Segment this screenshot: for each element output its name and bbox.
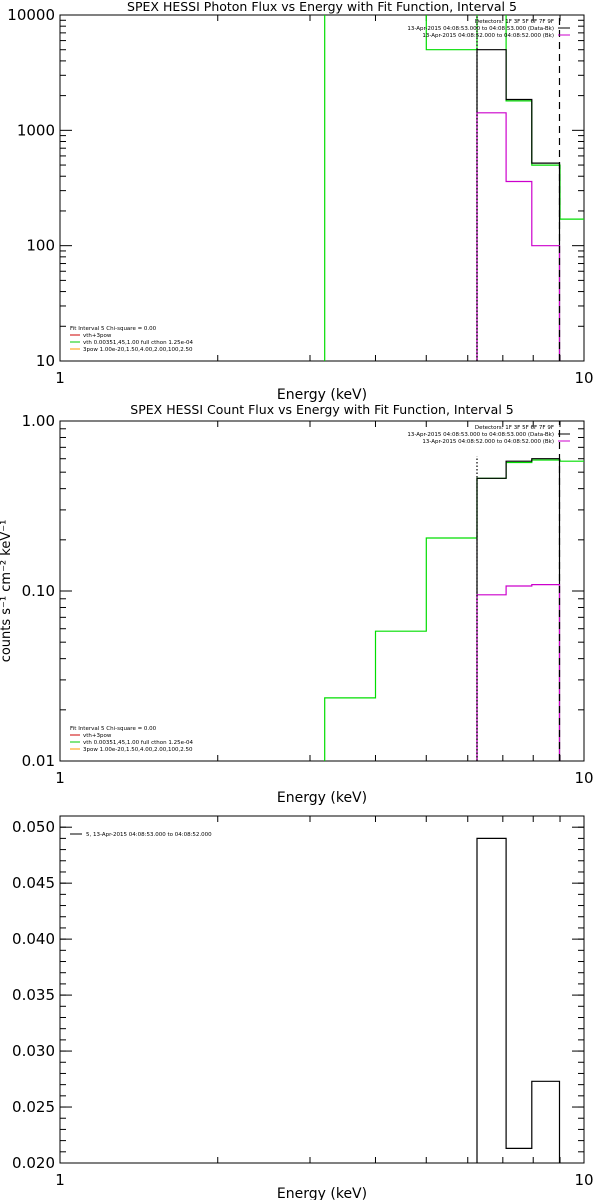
legend-entry: vth+3pow — [83, 733, 112, 739]
x-tick-label: 10 — [574, 369, 593, 387]
y-tick-label: 10 — [36, 352, 55, 370]
x-tick-label: 1 — [55, 369, 65, 387]
legend-entry: Fit Interval 5 Chi-square = 0.00 — [70, 726, 157, 732]
legend-entry: 13-Apr-2015 04:08:52.000 to 04:08:52.000… — [422, 33, 554, 39]
chart-title: SPEX HESSI Count Flux vs Energy with Fit… — [130, 402, 513, 417]
series-line-1 — [476, 837, 561, 1163]
y-tick-label: 0.10 — [22, 582, 55, 600]
y-tick-label: 0.035 — [12, 986, 55, 1004]
y-tick-label: 1.00 — [22, 412, 55, 430]
legend-entry: 5, 13-Apr-2015 04:08:53.000 to 04:08:52.… — [86, 832, 212, 838]
x-tick-label: 1 — [55, 1171, 65, 1189]
plot-frame — [59, 420, 585, 762]
legend-entry: vth 0.00351,45,1.00 full cthon 1.25e-04 — [83, 340, 193, 346]
series-group — [476, 837, 561, 1163]
y-tick-label: 0.01 — [22, 752, 55, 770]
legend-entry: vth+3pow — [83, 333, 112, 339]
legend-entry: 13-Apr-2015 04:08:53.000 to 04:08:53.000… — [407, 26, 554, 32]
series-line-1 — [324, 459, 584, 761]
series-group — [324, 15, 584, 361]
y-tick-label: 0.045 — [12, 874, 55, 892]
legend-entry: vth 0.00351,45,1.00 full cthon 1.25e-04 — [83, 740, 193, 746]
x-axis-label: Energy (keV) — [277, 387, 367, 403]
y-tick-label: 0.050 — [12, 818, 55, 836]
series-line-2 — [425, 15, 478, 51]
series-line-2 — [476, 458, 561, 761]
y-tick-label: 0.030 — [12, 1042, 55, 1060]
series-line-3 — [505, 15, 584, 220]
y-axis-label: counts s⁻¹ cm⁻² keV⁻¹ — [0, 520, 14, 663]
plot-frame — [59, 815, 585, 1164]
legend-entry: 13-Apr-2015 04:08:53.000 to 04:08:53.000… — [407, 432, 554, 438]
legend-entry: Fit Interval 5 Chi-square = 0.00 — [70, 326, 157, 332]
series-group — [324, 421, 584, 761]
plot-frame — [59, 14, 585, 362]
chart-title: SPEX HESSI Photon Flux vs Energy with Fi… — [127, 0, 517, 14]
series-line-3 — [476, 583, 561, 761]
legend-entry: Detectors: 1F 3F 5F 6F 7F 9F — [475, 425, 554, 431]
y-tick-label: 0.025 — [12, 1098, 55, 1116]
y-tick-label: 10000 — [7, 6, 55, 24]
legend-entry: Detectors: 1F 3F 5F 6F 7F 9F — [475, 19, 554, 25]
legend-entry: 3pow 1.00e-20,1.50,4.00,2.00,100,2.50 — [83, 347, 193, 353]
chart-panel-1: SPEX HESSI Photon Flux vs Energy with Fi… — [7, 0, 593, 403]
series-line-4 — [476, 49, 561, 361]
x-tick-label: 1 — [55, 769, 65, 787]
x-tick-label: 10 — [574, 769, 593, 787]
chart-panel-2: SPEX HESSI Count Flux vs Energy with Fit… — [0, 402, 594, 806]
legend-entry: 3pow 1.00e-20,1.50,4.00,2.00,100,2.50 — [83, 747, 193, 753]
x-axis-label: Energy (keV) — [277, 790, 367, 806]
x-axis-label: Energy (keV) — [277, 1186, 367, 1200]
y-tick-label: 0.040 — [12, 930, 55, 948]
y-tick-label: 100 — [26, 237, 55, 255]
y-tick-label: 0.020 — [12, 1154, 55, 1172]
chart-panel-3: Energy (keV) 1 10 0.020 0.025 0.030 0.035 0.040… — [12, 815, 594, 1200]
legend-entry: 13-Apr-2015 04:08:52.000 to 04:08:52.000… — [422, 439, 554, 445]
x-tick-label: 10 — [574, 1171, 593, 1189]
y-tick-label: 1000 — [17, 121, 55, 139]
series-line-5 — [476, 112, 561, 361]
